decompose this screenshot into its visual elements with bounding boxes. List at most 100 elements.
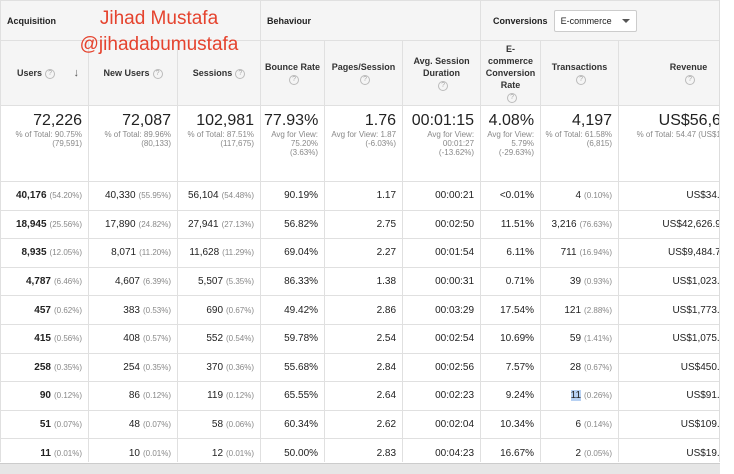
cell-value: 2.54 xyxy=(376,333,397,345)
help-icon[interactable]: ? xyxy=(360,74,371,85)
cell-conv: 7.57% xyxy=(480,352,542,383)
cell-value: 2.75 xyxy=(376,218,397,230)
cell-pages: 2.75 xyxy=(324,209,404,240)
help-icon[interactable]: ? xyxy=(438,80,449,91)
column-header-bounce-rate[interactable]: Bounce Rate? xyxy=(260,40,326,106)
cell-percent: (0.14%) xyxy=(584,420,613,430)
column-header-pages-session[interactable]: Pages/Session? xyxy=(324,40,404,106)
cell-trans: 121 (2.88%) xyxy=(540,295,620,325)
column-header-ecommerce-rate[interactable]: E-commerce Conversion Rate? xyxy=(480,40,542,106)
horizontal-scrollbar[interactable] xyxy=(0,463,720,474)
cell-duration: 00:00:31 xyxy=(402,266,482,297)
cell-percent: (0.53%) xyxy=(142,305,171,315)
cell-value: 11.51% xyxy=(500,218,535,230)
cell-new-users: 40,330 (55.95%) xyxy=(88,181,178,211)
cell-value: 1.17 xyxy=(376,190,397,202)
cell-percent: (0.26%) xyxy=(584,391,613,401)
total-ecommerce-rate: 4.08% Avg for View: 5.79% (-29.63%) xyxy=(480,105,542,182)
cell-bounce: 65.55% xyxy=(260,381,326,411)
total-comparison: Avg for View: 5.79% (-29.63%) xyxy=(487,130,535,157)
cell-percent: (0.93%) xyxy=(584,277,613,287)
column-header-new-users[interactable]: New Users? xyxy=(88,40,178,106)
cell-value: 00:00:21 xyxy=(435,190,475,202)
total-bounce-rate: 77.93% Avg for View: 75.20% (3.63%) xyxy=(260,105,326,182)
cell-percent: (0.12%) xyxy=(142,391,171,401)
cell-value: <0.01% xyxy=(499,190,535,202)
column-header-sessions[interactable]: Sessions? xyxy=(176,40,262,106)
cell-percent: (0.62%) xyxy=(53,305,82,315)
conversions-select-value: E-commerce xyxy=(560,15,612,26)
cell-users: 8,935 (12.05%) xyxy=(0,238,89,268)
cell-duration: 00:02:54 xyxy=(402,323,482,354)
column-header-users[interactable]: Users? ↓ xyxy=(0,40,89,106)
column-header-avg-session-duration[interactable]: Avg. Session Duration? xyxy=(402,40,482,106)
cell-revenue: US$34.02(0.06 xyxy=(618,181,719,211)
help-icon[interactable]: ? xyxy=(152,68,163,79)
cell-value: US$91.77 xyxy=(686,390,720,402)
column-label: Pages/Session xyxy=(331,62,396,72)
cell-percent: (1.41%) xyxy=(584,334,613,344)
cell-duration: 00:02:56 xyxy=(402,352,482,383)
cell-new-users: 254 (0.35%) xyxy=(88,352,178,383)
cell-trans: 6 (0.14%) xyxy=(540,409,620,440)
table-row: 11 (0.01%) 10 (0.01%) 12 (0.01%) 50.00% 2.83 00:… xyxy=(0,438,719,462)
cell-value: 00:02:54 xyxy=(435,333,475,345)
cell-pages: 2.83 xyxy=(324,438,404,462)
cell-bounce: 56.82% xyxy=(260,209,326,240)
conversions-goal-select[interactable]: E-commerce xyxy=(553,9,637,32)
cell-value: 9.24% xyxy=(505,390,535,402)
table-row: 18,945 (25.56%) 17,890 (24.82%) 27,941 (27.13… xyxy=(0,209,719,240)
chevron-down-icon xyxy=(621,18,630,23)
cell-conv: 6.11% xyxy=(480,238,542,268)
cell-value: 370 xyxy=(206,361,224,373)
cell-percent: (0.35%) xyxy=(142,362,171,372)
column-header-transactions[interactable]: Transactions? xyxy=(540,40,620,106)
sort-descending-icon[interactable]: ↓ xyxy=(73,67,80,79)
cell-sessions: 56,104 (54.48%) xyxy=(176,181,262,211)
cell-sessions: 370 (0.36%) xyxy=(176,352,262,383)
cell-value: 10.34% xyxy=(500,419,535,431)
cell-value: 121 xyxy=(564,304,582,316)
cell-value: 00:01:54 xyxy=(435,247,475,259)
cell-conv: 17.54% xyxy=(480,295,542,325)
cell-value: US$1,023.60 xyxy=(672,276,720,288)
cell-value: 40,330 xyxy=(104,190,136,202)
help-icon[interactable]: ? xyxy=(45,68,56,79)
cell-value: 17.54% xyxy=(500,304,535,316)
cell-value: 2.83 xyxy=(376,447,397,459)
cell-value: 690 xyxy=(206,304,224,316)
cell-percent: (0.12%) xyxy=(226,391,255,401)
help-icon[interactable]: ? xyxy=(235,68,246,79)
help-icon[interactable]: ? xyxy=(685,74,696,85)
cell-new-users: 48 (0.07%) xyxy=(88,409,178,440)
cell-value: 119 xyxy=(207,390,224,402)
cell-percent: (76.63%) xyxy=(579,219,613,229)
cell-revenue: US$42,626.93(75.19 xyxy=(618,209,719,240)
cell-value: 55.68% xyxy=(284,361,319,373)
column-header-revenue[interactable]: Revenue? xyxy=(618,40,719,106)
cell-value: 50.00% xyxy=(284,447,319,459)
help-icon[interactable]: ? xyxy=(289,74,300,85)
cell-users: 51 (0.07%) xyxy=(0,409,89,440)
cell-duration: 00:04:23 xyxy=(402,438,482,462)
total-sessions: 102,981% of Total: 87.51% (117,675) xyxy=(176,105,262,182)
cell-value: 4,787 xyxy=(25,276,51,288)
total-value: 4,197 xyxy=(572,112,613,129)
total-value: 72,226 xyxy=(33,112,82,129)
help-icon[interactable]: ? xyxy=(576,74,587,85)
cell-users: 457 (0.62%) xyxy=(0,295,89,325)
cell-users: 90 (0.12%) xyxy=(0,381,89,411)
cell-revenue: US$91.77(0.16 xyxy=(618,381,720,411)
cell-percent: (0.35%) xyxy=(53,362,82,372)
cell-value: 254 xyxy=(123,361,140,373)
cell-pages: 2.86 xyxy=(324,295,404,325)
cell-users: 40,176 (54.20%) xyxy=(0,181,89,211)
cell-pages: 2.84 xyxy=(324,352,404,383)
help-icon[interactable]: ? xyxy=(507,92,518,103)
total-users: 72,226% of Total: 90.75% (79,591) xyxy=(0,105,89,182)
cell-value: 415 xyxy=(34,333,51,345)
table-row: 8,935 (12.05%) 8,071 (11.20%) 11,628 (11.29%)… xyxy=(0,238,719,268)
cell-value: 00:04:23 xyxy=(435,447,475,459)
cell-percent: (0.07%) xyxy=(142,420,171,430)
cell-percent: (11.29%) xyxy=(222,248,255,258)
